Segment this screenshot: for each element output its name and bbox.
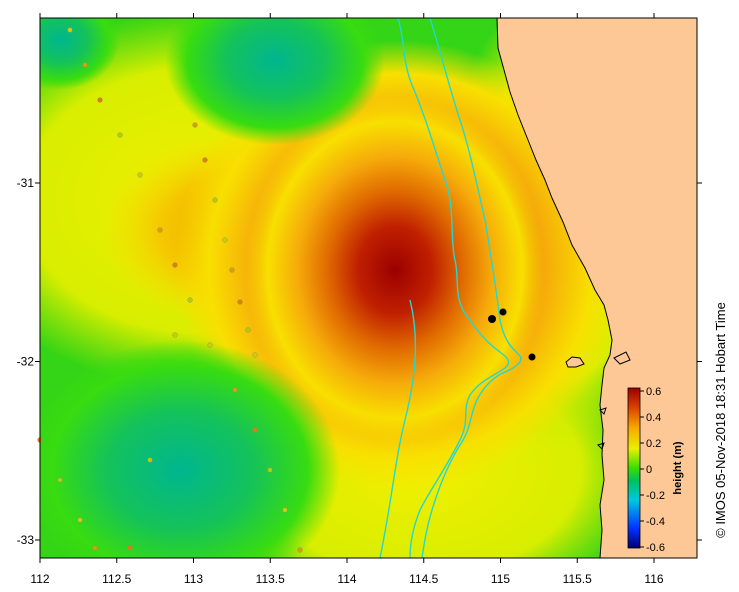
track-dot [77,517,83,523]
colorbar-scale [627,387,641,549]
x-tick-label: 114.5 [409,572,438,586]
tide-gauge-station [499,308,507,316]
colorbar-tick-label: 0.4 [646,412,661,424]
x-tick-label: 113.5 [256,572,285,586]
track-dot [267,467,273,473]
track-dot [92,545,98,551]
track-dot [147,457,153,463]
track-dot [245,327,251,333]
colorbar-tick-label: -0.2 [646,490,665,502]
tide-gauge-stations [488,308,536,361]
track-dot [97,97,103,103]
track-dot [157,227,163,233]
track-dot [207,342,213,348]
track-dot [297,547,303,553]
colorbar-title: height (m) [672,441,684,494]
track-dot [202,157,208,163]
x-axis-ticks: 112 112.5 113 113.5 114 114.5 115 115.5 116 [30,13,664,586]
track-dot [187,297,193,303]
land-polygon [496,17,698,559]
track-dot [172,262,178,268]
track-dot [252,427,258,433]
colorbar-tick-label: 0.2 [646,438,661,450]
colorbar-tick-label: -0.4 [646,516,665,528]
y-tick-label: -33 [17,533,35,547]
track-dot [282,507,288,513]
y-tick-label: -31 [17,176,35,190]
colorbar-tick-label: -0.6 [646,542,665,554]
track-dot [252,352,258,358]
track-dot [127,545,133,551]
x-tick-label: 113 [184,572,203,586]
tide-gauge-station [488,315,496,323]
track-dot [57,477,63,483]
track-dot [67,27,73,33]
x-tick-label: 112 [30,572,49,586]
track-dot [229,267,235,273]
island [565,356,585,368]
colorbar: 0.6 0.4 0.2 0 -0.2 -0.4 -0.6 height (m) [627,386,684,554]
colorbar-tick-label: 0.6 [646,386,661,398]
credit-text: © IMOS 05-Nov-2018 18:31 Hobart Time [713,302,728,538]
colorbar-tick-label: 0 [646,464,652,476]
track-dot [232,387,238,393]
x-tick-label: 112.5 [102,572,131,586]
track-dot [222,237,228,243]
altimeter-track-dots [37,27,303,553]
y-axis-ticks: -31 -32 -33 [17,176,702,547]
coastline-detail [597,351,631,450]
track-dot [117,132,123,138]
track-dot [137,172,143,178]
x-tick-label: 114 [337,572,356,586]
y-tick-label: -32 [17,355,35,369]
track-dot [82,62,88,68]
track-dot [212,197,218,203]
track-dot [192,122,198,128]
colorbar-ticks: 0.6 0.4 0.2 0 -0.2 -0.4 -0.6 [640,386,665,554]
tide-gauge-station [528,353,536,361]
x-tick-label: 116 [644,572,663,586]
x-tick-label: 115 [491,572,510,586]
x-tick-label: 115.5 [563,572,592,586]
track-dot [172,332,178,338]
isobath-lines [379,17,522,559]
track-dot [237,299,243,305]
plot-frame [39,17,698,559]
